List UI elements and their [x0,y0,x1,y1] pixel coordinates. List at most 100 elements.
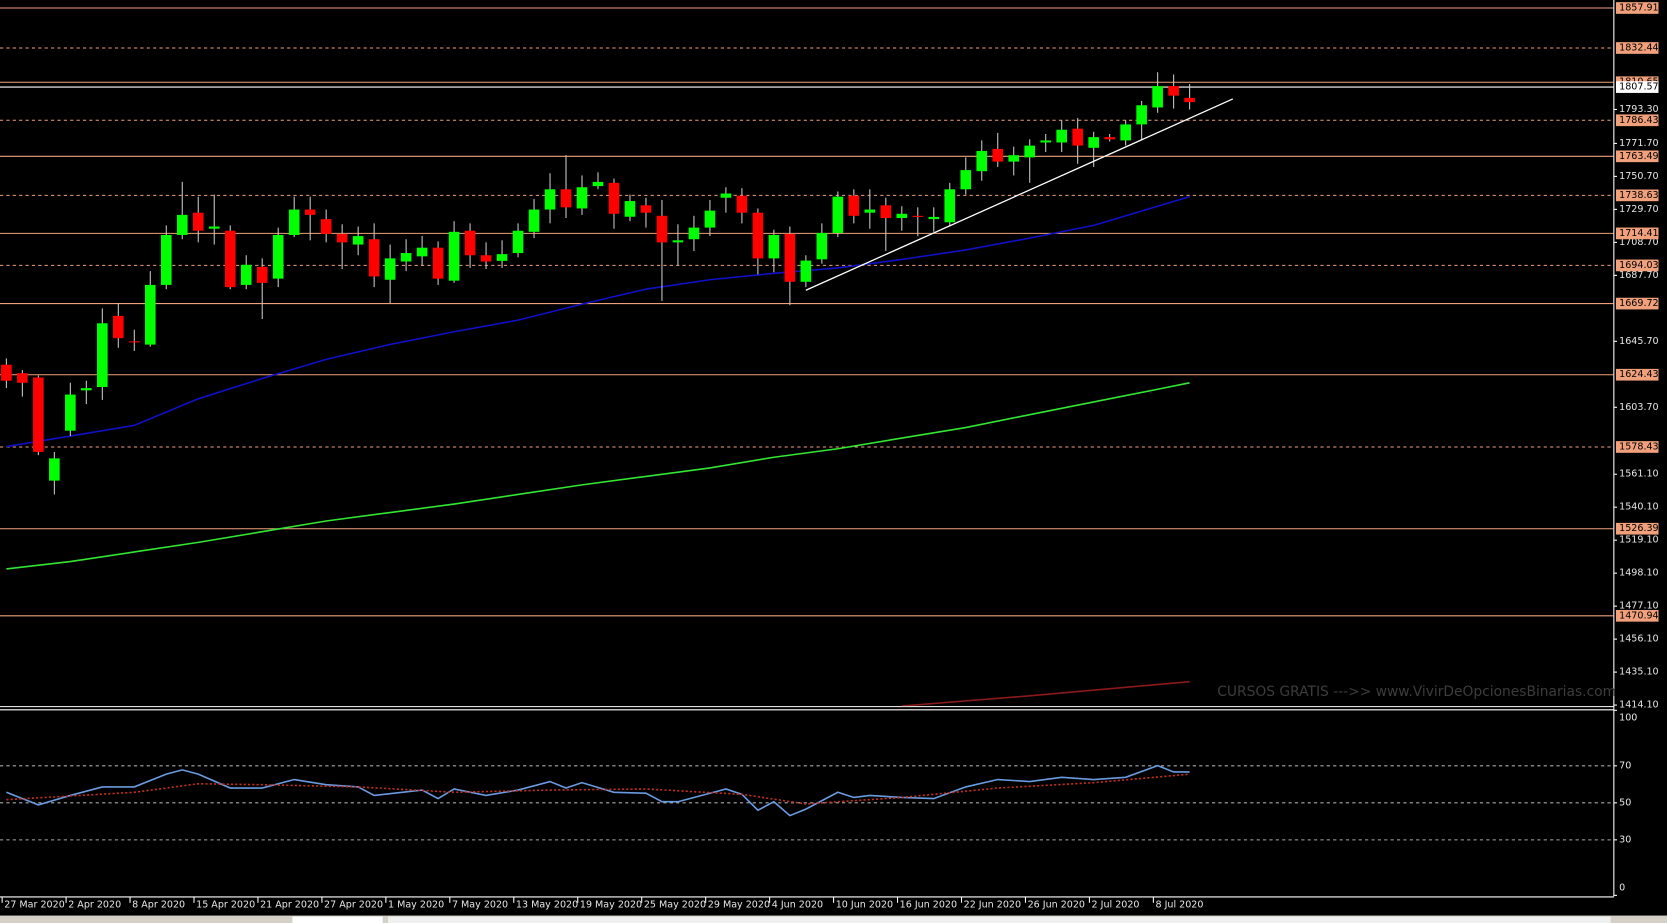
candle-body [512,230,524,254]
x-tick-label: 7 May 2020 [452,899,508,910]
scrollbar[interactable] [388,916,1611,923]
candle-body [624,201,636,217]
candle-body [1088,137,1099,148]
y-tick-label: 1561.10 [1619,469,1658,480]
candle-body [240,264,252,285]
x-tick-label: 25 May 2020 [644,899,706,910]
bid-tag [1615,81,1659,93]
level-label: 1526.39 [1619,523,1658,534]
x-tick-label: 8 Apr 2020 [132,899,185,910]
y-tick-label: 1477.10 [1619,601,1658,612]
level-label: 1738.63 [1619,190,1658,201]
y-tick-label: 1456.10 [1619,634,1658,645]
y-tick-label: 1498.10 [1619,568,1658,579]
x-tick-label: 15 Apr 2020 [196,899,255,910]
candle-body [160,234,172,285]
candle-body [17,373,28,383]
candle-body [960,170,972,190]
moving-average [6,195,1190,448]
x-tick-label: 27 Mar 2020 [4,899,65,910]
candle-body [752,212,764,259]
level-tag [1615,522,1659,535]
x-tick-label: 2 Apr 2020 [68,899,121,910]
candle-body [736,195,748,213]
candle-body [768,234,780,259]
indicator-panel [0,764,1614,841]
x-tick-label: 27 Apr 2020 [324,899,383,910]
candle-body [576,187,588,209]
candle-body [880,205,892,219]
candle-body [480,255,492,262]
bid-label: 1807.57 [1619,82,1658,93]
candle-body [1024,145,1036,158]
level-label: 1470.94 [1619,610,1658,621]
candle-body [97,323,108,388]
level-label: 1857.91 [1619,2,1658,13]
candle-body [272,234,284,279]
level-tag [1615,297,1659,310]
level-label: 1578.43 [1619,441,1658,452]
indicator-tick-label: 0 [1619,882,1625,893]
candle-body [896,213,908,219]
candle-body [944,189,956,223]
candle-body [912,215,924,217]
candle-body [816,232,828,260]
candle-body [384,258,396,280]
candle-body [432,247,444,279]
candle-body [976,150,988,172]
candle-body [144,284,156,345]
candle-body [112,315,124,339]
candle-body [1152,86,1163,108]
x-tick-label: 26 Jun 2020 [1028,899,1085,910]
candle-body [176,214,188,235]
x-tick-label: 8 Jul 2020 [1156,899,1204,910]
level-label: 1763.49 [1619,151,1658,162]
moving-average [901,680,1190,707]
candle-body [448,231,460,281]
candle-body [560,189,572,208]
candle-body [1,364,12,381]
level-tag [1615,609,1659,622]
candle-body [1184,97,1195,103]
watermark: CURSOS GRATIS --->> www.VivirDeOpcionesB… [1217,684,1616,700]
candle-body [304,209,316,215]
candle-body [288,209,300,235]
y-tick-label: 1540.10 [1619,502,1658,513]
candle-body [33,377,44,452]
candle-body [1056,129,1068,143]
level-label: 1624.43 [1619,369,1658,380]
tab[interactable] [292,916,383,923]
y-tick-label: 1729.70 [1619,204,1658,215]
candle-body [1072,128,1083,146]
indicator-tick-label: 70 [1619,760,1631,771]
candle-body [800,260,812,282]
candle-body [544,189,556,210]
indicator-tick-label: 100 [1619,712,1637,723]
y-tick-label: 1771.70 [1619,138,1658,149]
x-tick-label: 10 Jun 2020 [836,899,893,910]
y-tick-label: 1603.70 [1619,402,1658,413]
candle-body [640,205,652,213]
x-tick-label: 1 May 2020 [388,899,444,910]
y-tick-label: 1687.70 [1619,270,1658,281]
candle-body [496,254,508,261]
candle-body [672,240,684,243]
x-tick-label: 13 May 2020 [516,899,578,910]
indicator-line [6,773,1190,805]
candle-body [49,458,60,481]
candle-body [208,226,220,229]
level-tag [1615,259,1659,272]
candle-body [224,230,236,288]
candle-body [464,230,476,256]
x-tick-label: 19 May 2020 [580,899,642,910]
axes: 1414.10 1435.10 1456.10 1477.10 1498.10 1519.… [1,2,1659,910]
level-label: 1714.41 [1619,228,1658,239]
x-tick-label: 4 Jun 2020 [772,899,823,910]
y-tick-label: 1519.10 [1619,535,1658,546]
candle-body [928,216,940,220]
level-label: 1786.43 [1619,115,1658,126]
candle-body [1104,137,1115,140]
candle-body [65,394,76,431]
